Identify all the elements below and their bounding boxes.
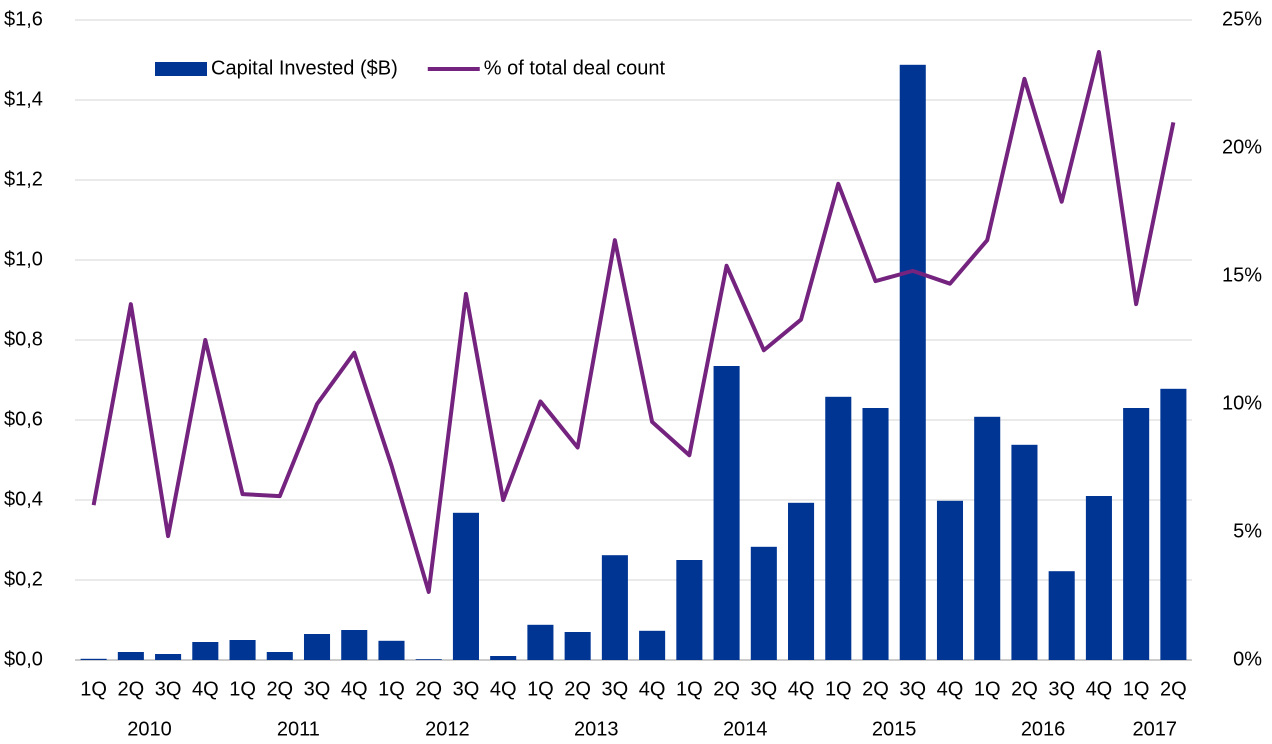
x-tick-label: 3Q [750,678,777,700]
bar [527,624,554,660]
year-label: 2017 [1133,718,1178,740]
legend-swatch [155,62,207,76]
y-tick-label: $1,0 [4,248,43,270]
y2-tick-label: 0% [1233,648,1262,670]
bar [564,632,591,660]
x-tick-label: 4Q [490,678,517,700]
bar [750,546,777,660]
x-tick-label: 1Q [676,678,703,700]
bar [80,658,107,660]
year-label: 2014 [723,718,768,740]
bar [1160,388,1187,660]
x-tick-label: 2Q [1160,678,1187,700]
bar [378,640,405,660]
year-label: 2013 [574,718,619,740]
x-tick-label: 1Q [527,678,554,700]
x-tick-label: 2Q [1011,678,1038,700]
bar [303,634,331,660]
y-tick-label: $0,2 [4,568,43,590]
bar [452,512,479,660]
y2-tick-label: 15% [1222,264,1262,286]
x-tick-label: 4Q [341,678,368,700]
bar [266,652,293,660]
x-tick-label: 1Q [229,678,256,700]
bar [341,630,368,660]
bar [713,366,740,660]
x-tick-label: 1Q [825,678,852,700]
bar [974,416,1001,660]
x-tick-label: 4Q [192,678,219,700]
x-tick-label: 1Q [1123,678,1150,700]
bar [155,654,182,660]
x-tick-label: 3Q [1048,678,1075,700]
y-tick-label: $1,2 [4,168,43,190]
year-label: 2011 [277,718,320,740]
x-tick-label: 3Q [304,678,331,700]
x-tick-label: 2Q [266,678,293,700]
x-tick-label: 4Q [937,678,964,700]
bar [117,652,144,660]
y2-tick-label: 5% [1233,520,1262,542]
y-tick-label: $0,4 [4,488,43,510]
year-label: 2016 [1021,718,1066,740]
x-tick-label: 2Q [862,678,889,700]
bar [415,659,442,660]
x-tick-label: 2Q [564,678,591,700]
x-tick-label: 2Q [415,678,442,700]
bar [639,630,666,660]
x-tick-label: 4Q [639,678,666,700]
y-tick-label: $0,8 [4,328,43,350]
bar [676,560,703,660]
x-tick-label: 3Q [899,678,926,700]
y-tick-label: $0,0 [4,648,43,670]
y-tick-label: $0,6 [4,408,43,430]
bar [825,396,852,660]
x-tick-label: 4Q [788,678,815,700]
bar [899,64,926,661]
bar [1011,444,1038,660]
legend-label: Capital Invested ($B) [211,57,398,79]
legend-label: % of total deal count [484,57,666,79]
y-tick-label: $1,6 [4,8,43,30]
x-tick-label: 2Q [118,678,145,700]
bar [192,642,219,660]
bar [1048,571,1075,660]
x-tick-label: 1Q [378,678,405,700]
x-tick-label: 1Q [974,678,1001,700]
bar [936,500,964,660]
x-tick-label: 3Q [602,678,629,700]
x-tick-label: 1Q [80,678,107,700]
year-label: 2010 [127,718,172,740]
bar [1123,408,1150,660]
x-tick-label: 4Q [1086,678,1113,700]
bar [788,502,815,660]
line [91,50,1176,594]
bar [1085,496,1112,660]
bar [601,555,628,660]
bar [229,640,256,660]
x-tick-label: 2Q [713,678,740,700]
bar [862,408,889,660]
year-label: 2012 [425,718,470,740]
y-tick-label: $1,4 [4,88,43,110]
x-tick-label: 3Q [453,678,480,700]
y2-tick-label: 20% [1222,136,1262,158]
bar [490,656,517,660]
year-label: 2015 [872,718,917,740]
y2-tick-label: 10% [1222,392,1262,414]
x-tick-label: 3Q [155,678,182,700]
y2-tick-label: 25% [1222,8,1262,30]
